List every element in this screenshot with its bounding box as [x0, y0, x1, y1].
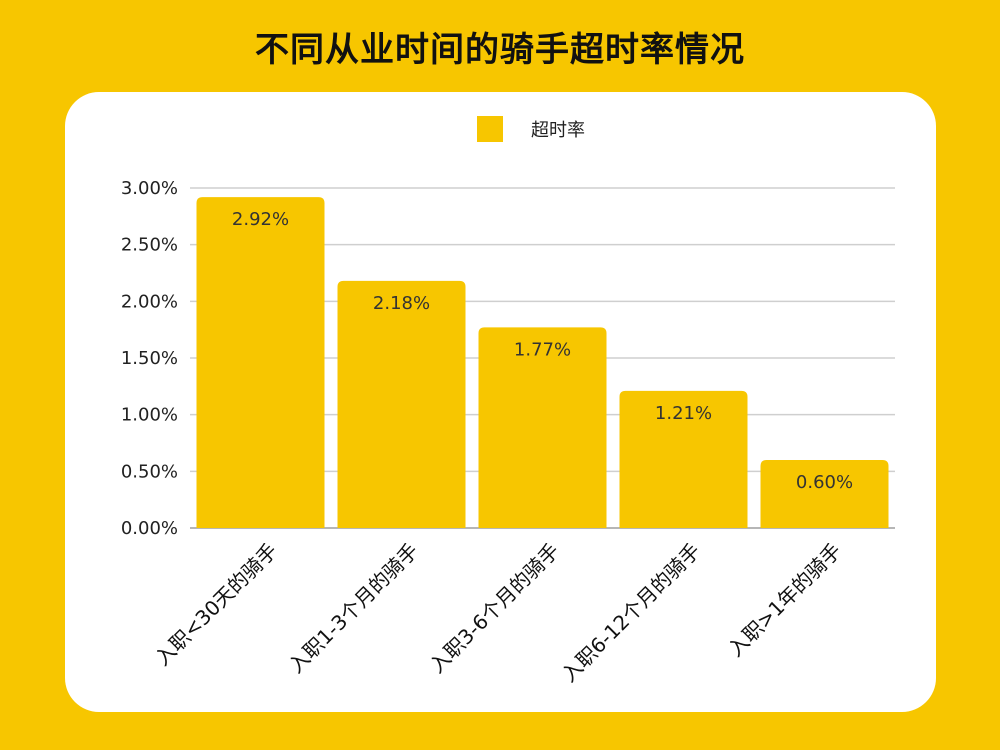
x-tick-label: 入职3-6个月的骑手 — [425, 539, 564, 678]
y-tick-label: 1.50% — [121, 348, 178, 369]
bar — [619, 390, 748, 528]
data-label: 1.21% — [655, 403, 712, 424]
legend-label: 超时率 — [531, 120, 585, 141]
page-title: 不同从业时间的骑手超时率情况 — [255, 30, 745, 70]
y-tick-label: 1.00% — [121, 405, 178, 426]
x-tick-label: 入职6-12个月的骑手 — [557, 539, 705, 687]
x-tick-label: 入职<30天的骑手 — [150, 539, 282, 671]
y-tick-label: 0.00% — [121, 518, 178, 539]
y-tick-label: 3.00% — [121, 178, 178, 199]
x-axis-labels: 入职<30天的骑手 入职1-3个月的骑手 入职3-6个月的骑手入职6-12个月的骑手… — [150, 539, 846, 687]
data-label: 2.92% — [232, 209, 289, 230]
x-tick-label: 入职>1年的骑手 — [723, 539, 846, 662]
bars — [196, 197, 889, 529]
legend-swatch — [477, 116, 503, 142]
x-tick-label: 入职1-3个月的骑手 — [284, 539, 423, 678]
y-tick-label: 2.00% — [121, 291, 178, 312]
data-labels: 2.92% 2.18% 1.77% 1.21% 0.60% — [232, 209, 853, 493]
bar — [337, 280, 466, 528]
y-tick-label: 0.50% — [121, 461, 178, 482]
y-tick-label: 2.50% — [121, 235, 178, 256]
bar — [478, 327, 607, 528]
legend: 超时率 — [477, 116, 585, 142]
bar — [196, 197, 325, 529]
data-label: 2.18% — [373, 293, 430, 314]
data-label: 0.60% — [796, 472, 853, 493]
bar — [760, 460, 889, 528]
data-label: 1.77% — [514, 339, 571, 360]
y-axis-ticks: 0.00% 0.50% 1.00% 1.50% 2.00% 2.50% 3.00% — [121, 178, 178, 539]
